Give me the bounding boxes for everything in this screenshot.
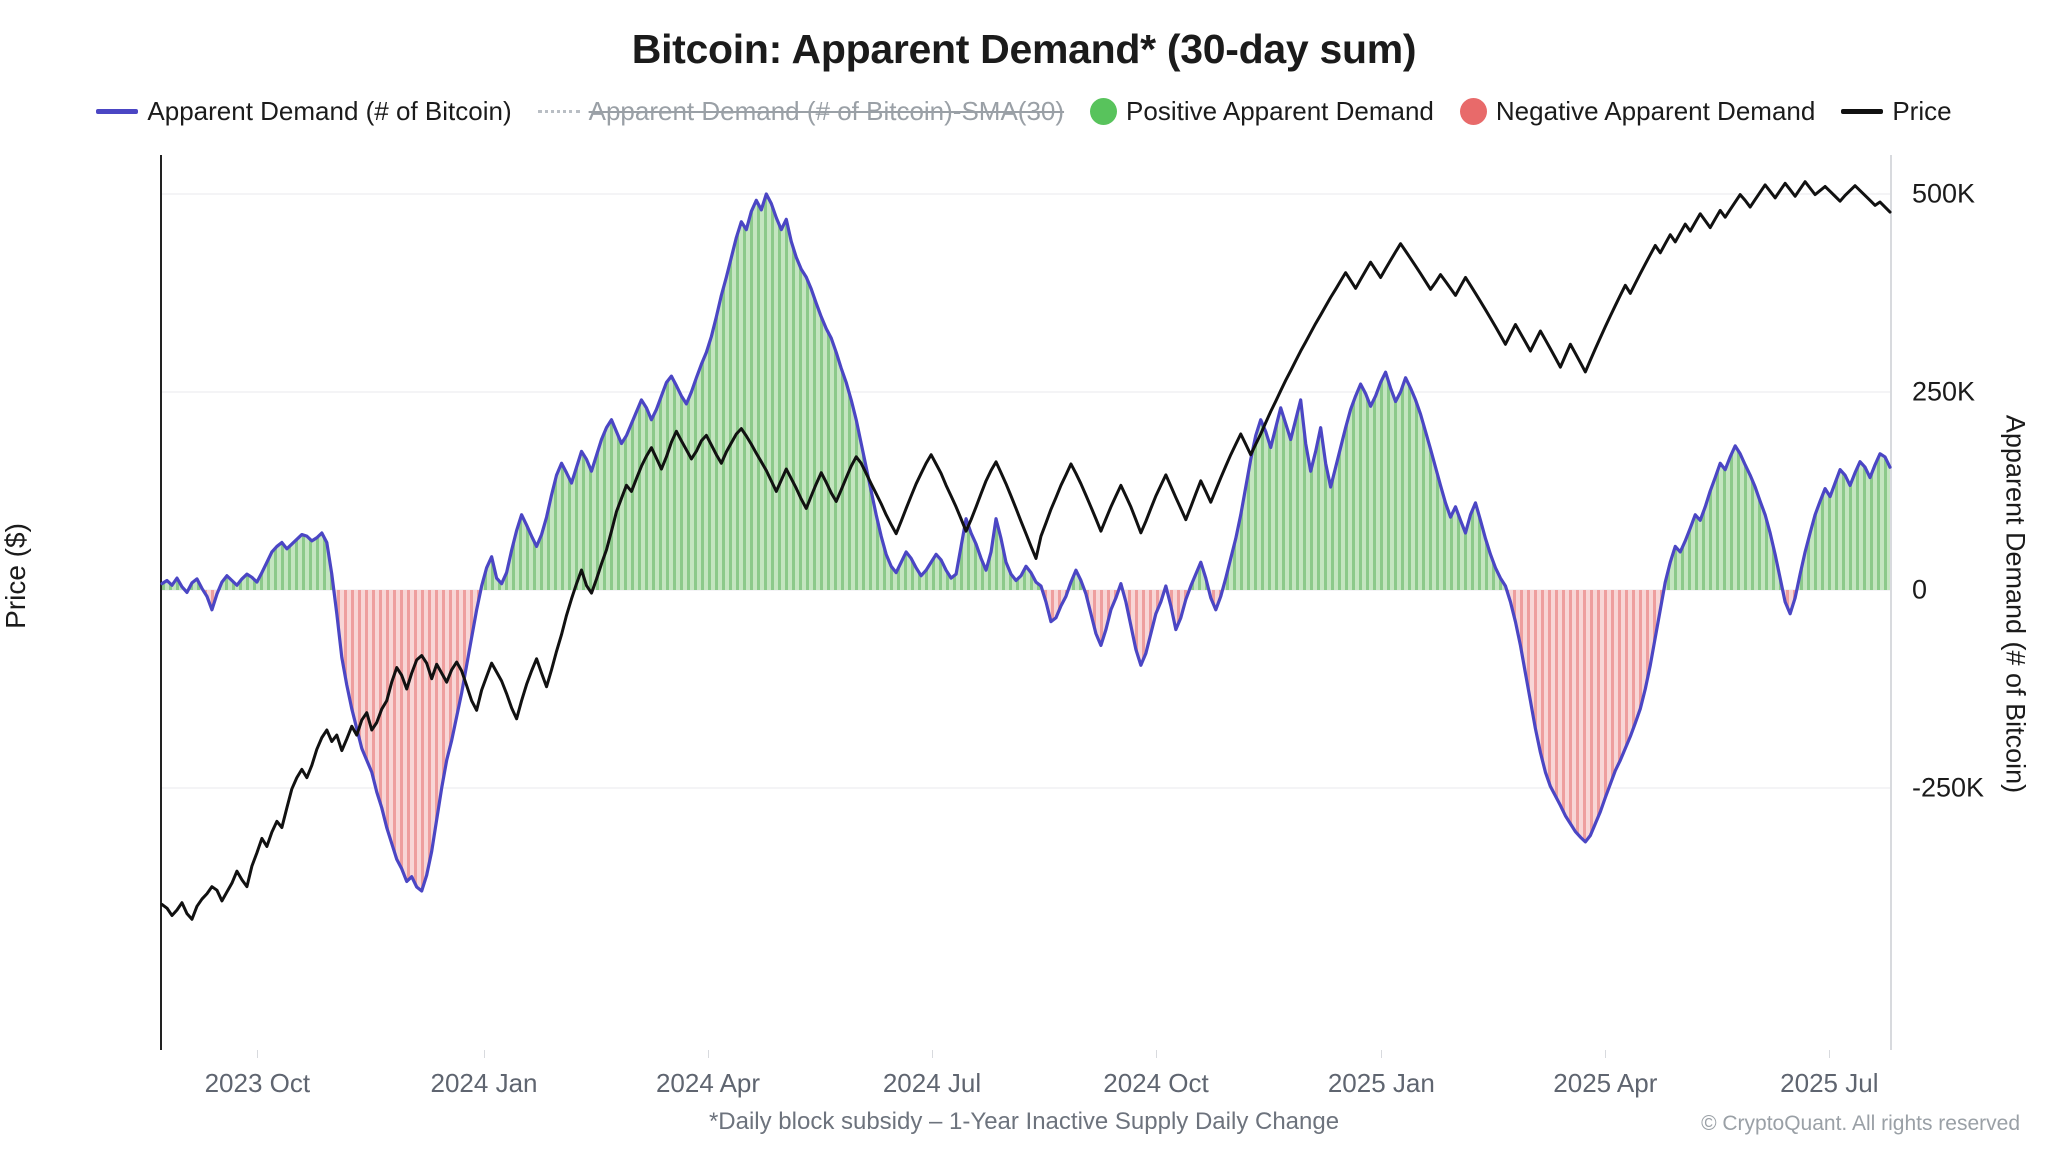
left-axis-line [160, 155, 163, 1050]
apparent-demand-line [160, 192, 1892, 893]
footnote: *Daily block subsidy – 1-Year Inactive S… [708, 1108, 1340, 1135]
x-tick-mark [484, 1050, 485, 1058]
x-tick-label: 2024 Oct [1103, 1068, 1209, 1098]
legend-dashed-swatch [537, 110, 580, 113]
right-axis-line [1890, 155, 1892, 1050]
x-tick-label: 2025 Apr [1553, 1068, 1658, 1098]
price-line [160, 180, 1892, 921]
legend-item-label: Negative Apparent Demand [1495, 96, 1816, 126]
page-title: Bitcoin: Apparent Demand* (30-day sum) [631, 26, 1417, 72]
right-tick-label: 0 [1912, 574, 1928, 605]
left-axis-label-wrap: Price ($) [0, 523, 122, 629]
legend-item-label: Positive Apparent Demand [1126, 96, 1434, 126]
legend-item-label: Price [1892, 96, 1952, 126]
legend-dot-swatch [1459, 98, 1487, 125]
series-svg [160, 180, 1892, 921]
x-tick-label: 2024 Jan [430, 1068, 538, 1098]
right-axis-label-wrap: Apparent Demand (# of Bitcoin) [2001, 415, 2048, 793]
x-tick-mark [1605, 1050, 1607, 1058]
legend-item-4[interactable]: Price [1841, 96, 1952, 127]
legend-dot-swatch [1090, 98, 1118, 125]
legend-item-label: Apparent Demand (# of Bitcoin) [147, 96, 512, 126]
legend-line-swatch [96, 109, 139, 114]
positive-demand-area [162, 194, 1890, 590]
x-tick-mark [932, 1050, 933, 1058]
negative-demand-area [162, 590, 1890, 891]
legend-item-label: Apparent Demand (# of Bitcoin)-SMA(30) [588, 96, 1065, 126]
x-tick-label: 2024 Apr [655, 1068, 761, 1098]
legend-item-0[interactable]: Apparent Demand (# of Bitcoin) [96, 96, 512, 127]
x-tick-mark [1381, 1050, 1383, 1058]
plot-area[interactable] [160, 155, 1892, 1050]
x-tick-mark [1156, 1050, 1157, 1058]
x-tick-label: 2025 Jul [1780, 1068, 1879, 1098]
right-tick-label: 500K [1912, 178, 1976, 209]
right-tick-label: 250K [1912, 376, 1976, 407]
legend-item-1[interactable]: Apparent Demand (# of Bitcoin)-SMA(30) [537, 96, 1065, 127]
legend-item-2[interactable]: Positive Apparent Demand [1090, 96, 1434, 127]
x-tick-label: 2025 Jan [1327, 1068, 1435, 1098]
copyright: © CryptoQuant. All rights reserved [1701, 1112, 2020, 1135]
x-tick-label: 2023 Oct [204, 1068, 311, 1098]
x-tick-mark [257, 1050, 259, 1058]
legend-item-3[interactable]: Negative Apparent Demand [1459, 96, 1816, 127]
x-tick-label: 2024 Jul [882, 1068, 982, 1098]
left-axis-label: Price ($) [0, 523, 31, 629]
x-tick-mark [708, 1050, 709, 1058]
right-tick-label: -250K [1912, 772, 1985, 803]
legend-line-swatch [1841, 109, 1884, 114]
right-axis-label: Apparent Demand (# of Bitcoin) [2000, 414, 2031, 794]
x-tick-mark [1829, 1050, 1831, 1058]
chart-legend: Apparent Demand (# of Bitcoin) Apparent D… [0, 96, 2048, 127]
